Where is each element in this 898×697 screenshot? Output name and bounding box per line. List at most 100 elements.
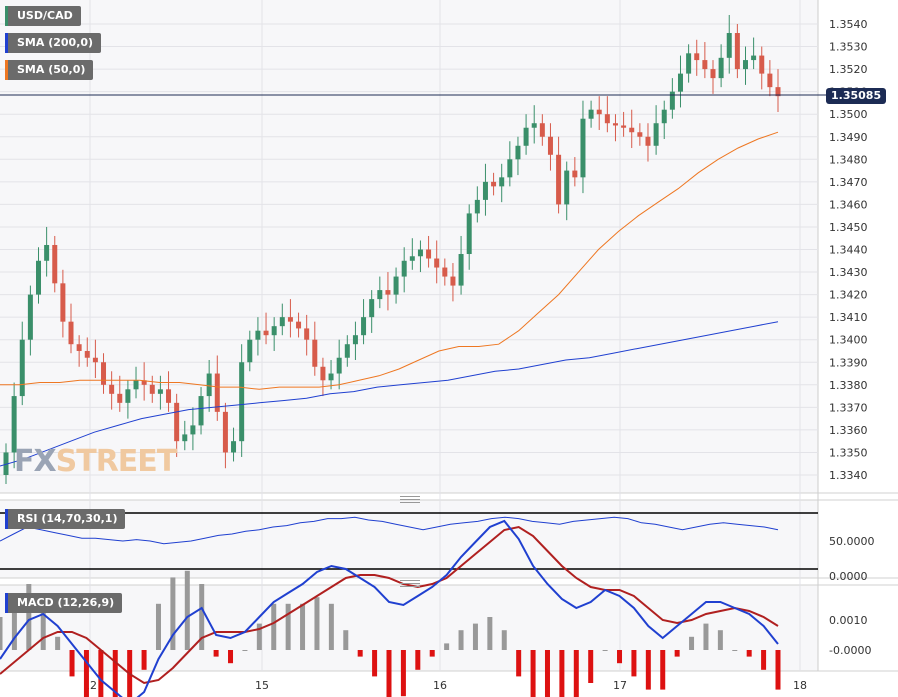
- candle-body: [222, 411, 228, 453]
- macd-histogram-bar: [112, 650, 118, 697]
- candle-body: [19, 339, 25, 397]
- candle-body: [393, 276, 399, 295]
- candle-body: [694, 53, 700, 61]
- candle-body: [718, 57, 724, 79]
- candle-body: [133, 380, 139, 390]
- macd-histogram-bar: [674, 650, 680, 657]
- macd-histogram-bar: [155, 603, 161, 650]
- y-tick-label: 1.3380: [829, 379, 868, 392]
- macd-histogram-bar: [717, 630, 723, 650]
- legend-symbol-label: USD/CAD: [17, 9, 73, 22]
- macd-histogram-bar: [343, 630, 349, 650]
- y-tick-label: 1.3340: [829, 469, 868, 482]
- macd-histogram-bar: [314, 597, 320, 650]
- candle-body: [564, 170, 570, 205]
- candle-body: [27, 294, 33, 340]
- candle-body: [539, 123, 545, 137]
- candle-body: [287, 317, 293, 322]
- macd-histogram-bar: [501, 630, 507, 650]
- candle-body: [296, 321, 302, 329]
- y-tick-label: 1.3410: [829, 311, 868, 324]
- legend-rsi[interactable]: RSI (14,70,30,1): [5, 509, 126, 529]
- pane-resize-handle-macd[interactable]: [400, 580, 420, 587]
- candle-body: [531, 123, 537, 128]
- macd-histogram-bar: [530, 650, 536, 697]
- candle-body: [157, 389, 163, 394]
- legend-sma50-swatch: [5, 60, 8, 80]
- candle-body: [742, 60, 748, 70]
- candle-body: [263, 330, 269, 336]
- macd-histogram-bar: [55, 636, 61, 650]
- macd-histogram-bar: [40, 597, 46, 650]
- x-tick-label: 16: [433, 679, 447, 692]
- macd-line: [0, 519, 779, 697]
- candle-body: [417, 249, 423, 257]
- candle-body: [442, 267, 448, 277]
- candle-body: [621, 125, 627, 128]
- macd-histogram-bar: [689, 636, 695, 650]
- candle-body: [141, 380, 147, 385]
- macd-histogram-bar: [588, 650, 594, 683]
- legend-sma200-label: SMA (200,0): [17, 36, 94, 49]
- macd-histogram-bar: [458, 630, 464, 650]
- candle-body: [474, 199, 480, 214]
- macd-histogram-bar: [472, 623, 478, 650]
- y-tick-label: 1.3490: [829, 131, 868, 144]
- legend-sma50[interactable]: SMA (50,0): [5, 60, 94, 80]
- logo-street: STREET: [55, 444, 178, 479]
- candle-body: [52, 244, 58, 284]
- candle-body: [60, 283, 66, 322]
- candle-body: [385, 290, 391, 295]
- candle-body: [3, 452, 9, 475]
- legend-symbol[interactable]: USD/CAD: [5, 6, 81, 26]
- legend-sma200-swatch: [5, 33, 8, 53]
- y-tick-label: 1.3480: [829, 153, 868, 166]
- rsi-tick-label: 0.0000: [829, 570, 868, 583]
- candle-body: [255, 330, 261, 340]
- macd-histogram-bar: [26, 584, 32, 650]
- candle-body: [182, 434, 188, 442]
- candle-body: [580, 118, 586, 178]
- candle-body: [547, 136, 553, 155]
- macd-histogram-bar: [429, 650, 435, 657]
- rsi-line: [0, 516, 779, 545]
- candle-body: [125, 389, 131, 403]
- legend-rsi-swatch: [5, 509, 8, 529]
- macd-histogram-bar: [746, 650, 752, 657]
- candle-body: [661, 109, 667, 124]
- candle-body: [450, 276, 456, 286]
- y-tick-label: 1.3450: [829, 221, 868, 234]
- macd-histogram-bar: [300, 603, 306, 650]
- candle-body: [166, 389, 172, 403]
- y-tick-label: 1.3400: [829, 334, 868, 347]
- macd-signal-line: [0, 525, 779, 685]
- sma50-line: [0, 131, 779, 390]
- candle-body: [198, 396, 204, 426]
- candle-body: [92, 357, 98, 363]
- macd-histogram-bar: [372, 650, 378, 677]
- sma200-line: [0, 321, 779, 467]
- legend-sma200[interactable]: SMA (200,0): [5, 33, 102, 53]
- candle-body: [645, 136, 651, 146]
- candle-body: [669, 91, 675, 110]
- candle-body: [344, 344, 350, 358]
- legend-macd[interactable]: MACD (12,26,9): [5, 593, 123, 613]
- candle-body: [702, 60, 708, 70]
- macd-histogram-bar: [631, 650, 637, 677]
- candle-body: [572, 170, 578, 178]
- legend-rsi-label: RSI (14,70,30,1): [17, 512, 118, 525]
- candle-body: [271, 326, 277, 336]
- macd-histogram-bar: [285, 603, 291, 650]
- pane-resize-handle-rsi[interactable]: [400, 496, 420, 503]
- macd-histogram-bar: [516, 650, 522, 677]
- y-tick-label: 1.3350: [829, 446, 868, 459]
- macd-histogram-bar: [228, 650, 234, 664]
- y-tick-label: 1.3530: [829, 41, 868, 54]
- candle-body: [604, 114, 610, 124]
- candle-body: [190, 425, 196, 435]
- macd-histogram-bar: [170, 577, 176, 650]
- candle-body: [352, 335, 358, 345]
- candle-body: [206, 373, 212, 397]
- candle-body: [491, 181, 497, 187]
